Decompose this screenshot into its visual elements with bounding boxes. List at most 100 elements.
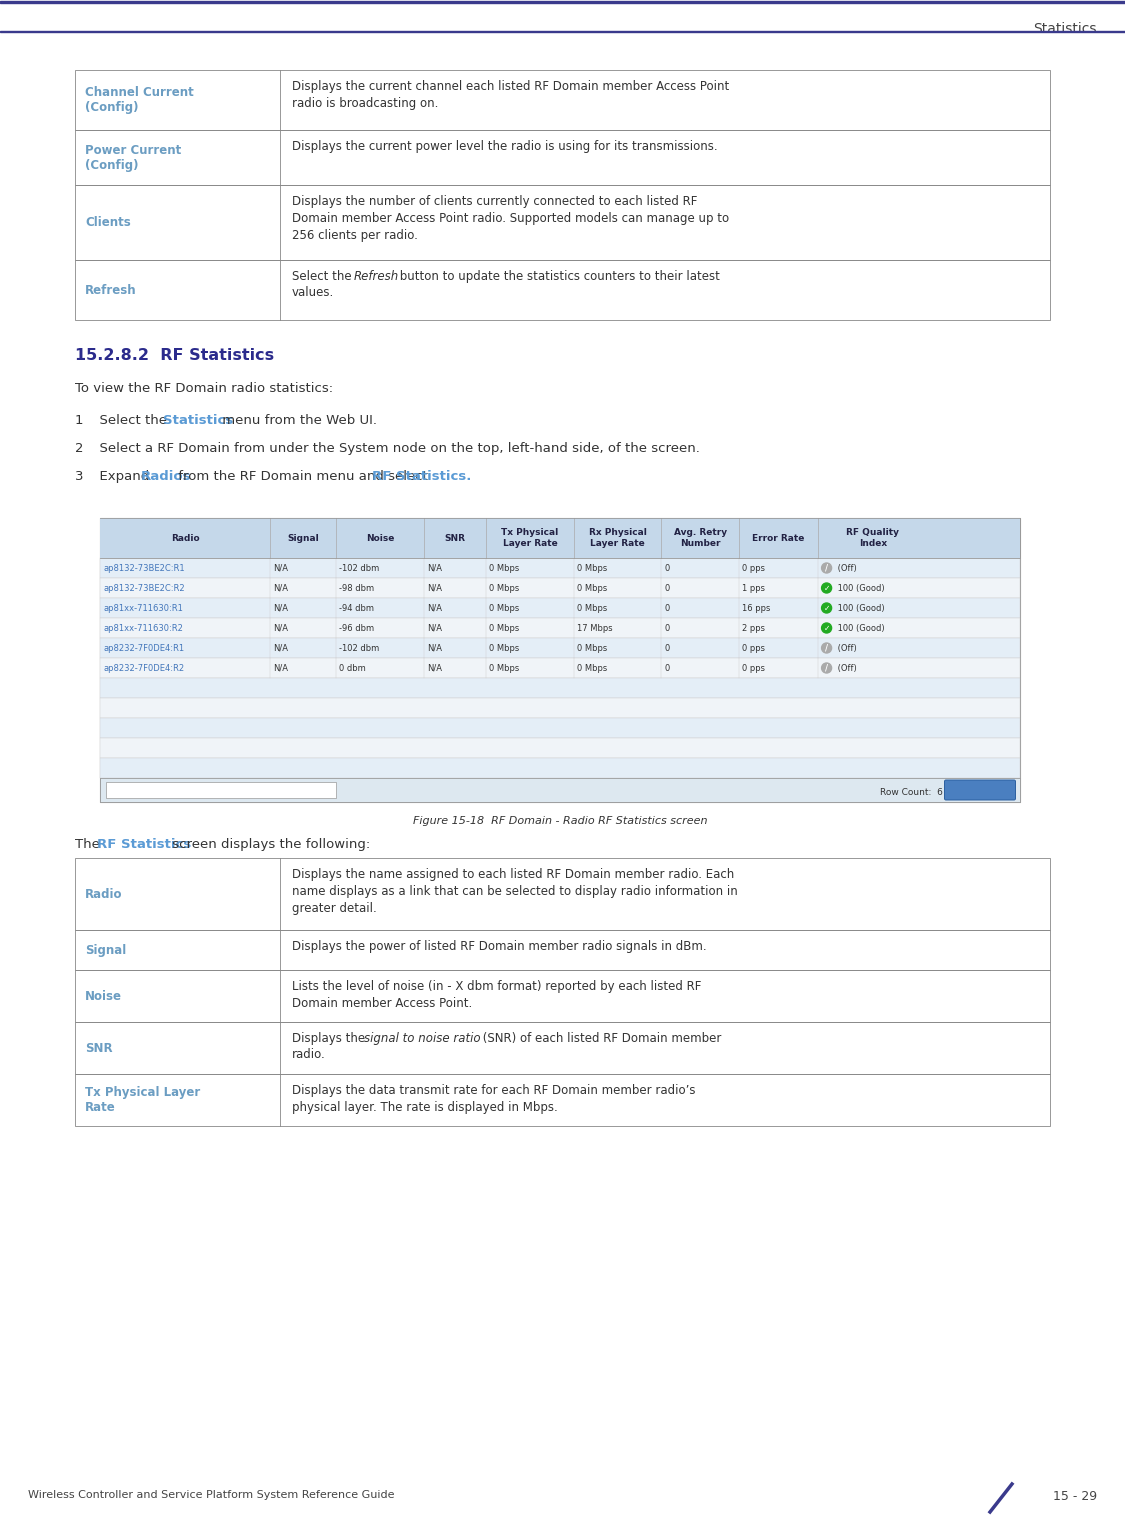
Bar — [100, 658, 1020, 678]
Text: ap8232-7F0DE4:R2: ap8232-7F0DE4:R2 — [104, 663, 184, 672]
Text: N/A: N/A — [426, 584, 442, 593]
Text: SNR: SNR — [444, 534, 466, 543]
Text: ap8132-73BE2C:R1: ap8132-73BE2C:R1 — [104, 563, 184, 572]
Bar — [75, 1074, 1050, 1126]
Bar — [100, 558, 1020, 578]
Text: Lists the level of noise (in - X dbm format) reported by each listed RF
Domain m: Lists the level of noise (in - X dbm for… — [292, 980, 701, 1010]
Text: Tx Physical Layer
Rate: Tx Physical Layer Rate — [86, 1086, 200, 1113]
Text: -94 dbm: -94 dbm — [340, 604, 375, 613]
Bar — [100, 598, 1020, 617]
Text: 0 Mbps: 0 Mbps — [489, 663, 520, 672]
Text: N/A: N/A — [273, 643, 288, 652]
Text: 0 Mbps: 0 Mbps — [489, 584, 520, 593]
Text: Displays the current channel each listed RF Domain member Access Point
radio is : Displays the current channel each listed… — [292, 80, 729, 111]
Text: Power Current
(Config): Power Current (Config) — [86, 144, 181, 171]
Text: Displays the power of listed RF Domain member radio signals in dBm.: Displays the power of listed RF Domain m… — [292, 941, 706, 953]
Text: RF Statistics: RF Statistics — [97, 837, 191, 851]
Text: N/A: N/A — [273, 623, 288, 633]
Text: values.: values. — [292, 287, 334, 299]
Bar — [75, 969, 1050, 1022]
Text: RF Quality
Index: RF Quality Index — [846, 528, 899, 548]
Text: -96 dbm: -96 dbm — [340, 623, 375, 633]
Text: Noise: Noise — [86, 989, 122, 1003]
Text: from the RF Domain menu and select: from the RF Domain menu and select — [173, 470, 432, 482]
Text: 0 Mbps: 0 Mbps — [489, 604, 520, 613]
Text: 0 dbm: 0 dbm — [340, 663, 367, 672]
Bar — [100, 778, 1020, 802]
Text: N/A: N/A — [426, 563, 442, 572]
Text: 0 Mbps: 0 Mbps — [577, 643, 608, 652]
Text: Displays the data transmit rate for each RF Domain member radio’s
physical layer: Displays the data transmit rate for each… — [292, 1085, 695, 1113]
Text: Clients: Clients — [86, 215, 130, 229]
Text: Noise: Noise — [366, 534, 395, 543]
Text: Select the: Select the — [292, 270, 356, 284]
Circle shape — [821, 583, 831, 593]
Text: Tx Physical
Layer Rate: Tx Physical Layer Rate — [502, 528, 559, 548]
Text: N/A: N/A — [426, 663, 442, 672]
Text: ap8232-7F0DE4:R1: ap8232-7F0DE4:R1 — [104, 643, 184, 652]
Text: N/A: N/A — [273, 663, 288, 672]
Text: 100 (Good): 100 (Good) — [835, 604, 884, 613]
Text: 0: 0 — [664, 584, 669, 593]
Text: 0 Mbps: 0 Mbps — [577, 663, 608, 672]
Circle shape — [821, 643, 831, 652]
Bar — [75, 859, 1050, 930]
Text: 0: 0 — [664, 643, 669, 652]
Text: (SNR) of each listed RF Domain member: (SNR) of each listed RF Domain member — [479, 1032, 721, 1045]
Bar — [75, 930, 1050, 969]
Text: 0 Mbps: 0 Mbps — [489, 643, 520, 652]
Text: Refresh: Refresh — [86, 284, 136, 296]
Circle shape — [821, 563, 831, 573]
Bar — [100, 737, 1020, 758]
Bar — [75, 259, 1050, 320]
Text: ap81xx-711630:R2: ap81xx-711630:R2 — [104, 623, 183, 633]
Text: The: The — [75, 837, 105, 851]
Text: ✓: ✓ — [824, 584, 830, 593]
Text: 3: 3 — [75, 470, 83, 482]
Text: screen displays the following:: screen displays the following: — [169, 837, 371, 851]
Text: 100 (Good): 100 (Good) — [835, 584, 884, 593]
Text: Avg. Retry
Number: Avg. Retry Number — [674, 528, 727, 548]
Text: 0: 0 — [664, 604, 669, 613]
Text: 17 Mbps: 17 Mbps — [577, 623, 612, 633]
Text: 0 Mbps: 0 Mbps — [577, 584, 608, 593]
Text: Statistics: Statistics — [162, 414, 233, 426]
Bar — [100, 718, 1020, 737]
Text: To view the RF Domain radio statistics:: To view the RF Domain radio statistics: — [75, 382, 333, 394]
Text: /: / — [825, 663, 828, 672]
Text: 1 pps: 1 pps — [742, 584, 765, 593]
Bar — [100, 678, 1020, 698]
Text: N/A: N/A — [426, 604, 442, 613]
Circle shape — [821, 602, 831, 613]
Text: Radios: Radios — [141, 470, 191, 482]
Text: Displays the current power level the radio is using for its transmissions.: Displays the current power level the rad… — [292, 140, 718, 153]
Circle shape — [821, 663, 831, 674]
Text: RF Statistics.: RF Statistics. — [371, 470, 471, 482]
Text: 1: 1 — [75, 414, 83, 426]
Text: N/A: N/A — [426, 623, 442, 633]
Bar — [75, 70, 1050, 130]
Text: -102 dbm: -102 dbm — [340, 563, 380, 572]
Text: Figure 15-18  RF Domain - Radio RF Statistics screen: Figure 15-18 RF Domain - Radio RF Statis… — [413, 816, 708, 825]
Text: Signal: Signal — [288, 534, 319, 543]
Text: Wireless Controller and Service Platform System Reference Guide: Wireless Controller and Service Platform… — [28, 1490, 395, 1500]
Bar — [100, 517, 1020, 558]
Text: Displays the: Displays the — [292, 1032, 369, 1045]
Text: SNR: SNR — [86, 1042, 112, 1054]
Bar — [100, 698, 1020, 718]
Text: 0 pps: 0 pps — [742, 563, 765, 572]
Text: N/A: N/A — [426, 643, 442, 652]
Text: -98 dbm: -98 dbm — [340, 584, 375, 593]
Text: N/A: N/A — [273, 604, 288, 613]
Text: (Off): (Off) — [835, 663, 856, 672]
Text: 0 Mbps: 0 Mbps — [489, 563, 520, 572]
Bar — [75, 1022, 1050, 1074]
Text: ✓: ✓ — [824, 623, 830, 633]
Text: Row Count:  6: Row Count: 6 — [880, 787, 943, 796]
Text: radio.: radio. — [292, 1048, 326, 1060]
Text: 0: 0 — [664, 563, 669, 572]
Bar — [0, 2, 1125, 3]
Text: 0 Mbps: 0 Mbps — [577, 604, 608, 613]
Text: 16 pps: 16 pps — [742, 604, 771, 613]
Text: Refresh: Refresh — [958, 784, 1001, 795]
